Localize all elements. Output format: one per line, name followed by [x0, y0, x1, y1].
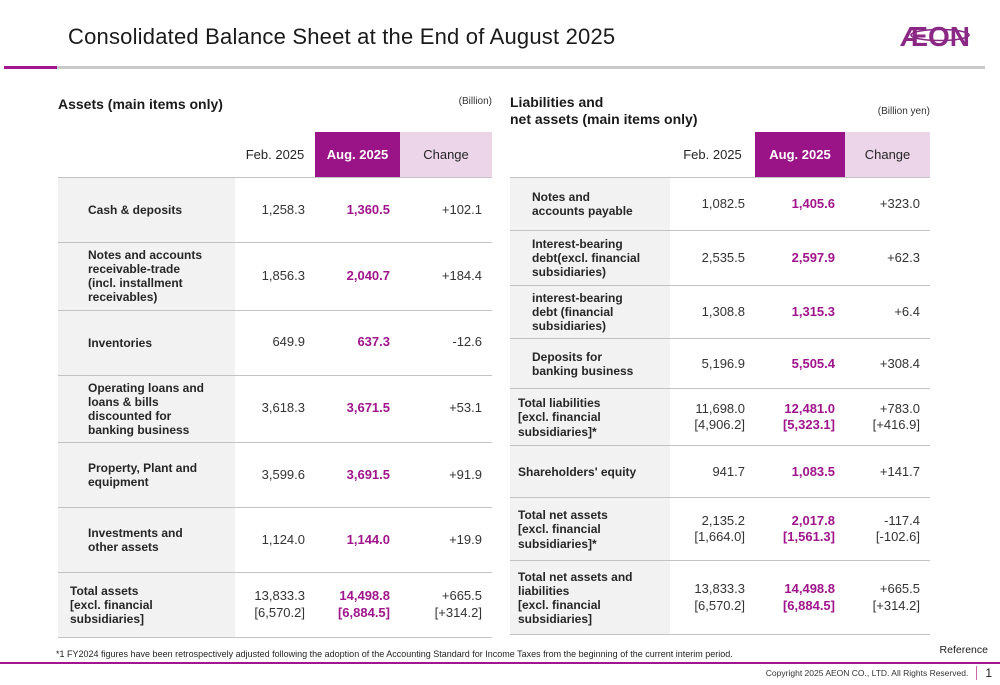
row-label: Cash & deposits [58, 178, 235, 243]
change-value: +19.9 [400, 508, 492, 574]
aug-value: 3,671.5 [315, 375, 400, 444]
feb-value: 11,698.0 [4,906.2] [670, 389, 755, 447]
liabilities-unit-label: (Billion yen) [877, 105, 930, 117]
title-divider [4, 66, 985, 69]
aug-value: 1,144.0 [315, 508, 400, 574]
change-value: +91.9 [400, 443, 492, 509]
aeon-logo-text: ÆON [900, 21, 970, 52]
feb-value: 3,618.3 [235, 375, 315, 444]
reference-label: Reference [939, 644, 988, 656]
page-title: Consolidated Balance Sheet at the End of… [68, 24, 616, 49]
feb-value: 2,535.5 [670, 231, 755, 286]
feb-value: 3,599.6 [235, 443, 315, 509]
assets-header-blank [58, 132, 235, 178]
liabilities-panel-header: Liabilities and net assets (main items o… [510, 90, 930, 132]
page-number-divider [976, 666, 978, 680]
change-value: +141.7 [845, 446, 930, 499]
liabilities-header-feb: Feb. 2025 [670, 132, 755, 178]
change-value: +62.3 [845, 231, 930, 286]
change-value: +184.4 [400, 243, 492, 311]
assets-table: Feb. 2025 Aug. 2025 Change Cash & deposi… [58, 132, 492, 639]
change-value: -12.6 [400, 310, 492, 376]
assets-unit-label: (Billion) [458, 96, 492, 107]
assets-header-change: Change [400, 132, 492, 178]
feb-value: 13,833.3 [6,570.2] [235, 573, 315, 639]
aeon-logo-icon: ÆON [900, 21, 970, 52]
feb-value: 1,082.5 [670, 178, 755, 231]
feb-value: 941.7 [670, 446, 755, 499]
title-divider-accent [4, 66, 57, 69]
aug-value: 2,597.9 [755, 231, 845, 286]
feb-value: 5,196.9 [670, 339, 755, 390]
liabilities-panel: Liabilities and net assets (main items o… [510, 90, 930, 636]
change-value: -117.4 [-102.6] [845, 498, 930, 562]
footnote: *1 FY2024 figures have been retrospectiv… [56, 649, 733, 659]
change-value: +323.0 [845, 178, 930, 231]
assets-table-title: Assets (main items only) [58, 96, 223, 112]
row-label: Interest-bearing debt(excl. financial su… [510, 231, 670, 286]
aug-value: 2,040.7 [315, 243, 400, 311]
logo-ellipse [910, 28, 970, 42]
row-label: Notes and accounts receivable-trade (inc… [58, 243, 235, 311]
row-label: Property, Plant and equipment [58, 443, 235, 509]
change-value: +308.4 [845, 339, 930, 390]
aug-value: 1,405.6 [755, 178, 845, 231]
assets-panel: Assets (main items only) (Billion) Feb. … [58, 96, 492, 639]
change-value: +783.0 [+416.9] [845, 389, 930, 447]
row-label: Total assets [excl. financial subsidiari… [58, 573, 235, 639]
feb-value: 1,856.3 [235, 243, 315, 311]
aug-value: 12,481.0 [5,323.1] [755, 389, 845, 447]
feb-value: 1,258.3 [235, 178, 315, 243]
aug-value: 3,691.5 [315, 443, 400, 509]
assets-header-aug: Aug. 2025 [315, 132, 400, 178]
aug-value: 1,083.5 [755, 446, 845, 499]
liabilities-table-title: Liabilities and net assets (main items o… [510, 93, 698, 128]
feb-value: 13,833.3 [6,570.2] [670, 561, 755, 636]
change-value: +53.1 [400, 375, 492, 444]
aug-value: 5,505.4 [755, 339, 845, 390]
copyright-bar: Copyright 2025 AEON CO., LTD. All Rights… [766, 666, 992, 680]
aug-value: 1,360.5 [315, 178, 400, 243]
liabilities-header-blank [510, 132, 670, 178]
aug-value: 14,498.8 [6,884.5] [315, 573, 400, 639]
row-label: Deposits for banking business [510, 339, 670, 390]
change-value: +665.5 [+314.2] [845, 561, 930, 636]
row-label: Shareholders' equity [510, 446, 670, 499]
aug-value: 14,498.8 [6,884.5] [755, 561, 845, 636]
footer-divider [0, 662, 1000, 664]
aug-value: 1,315.3 [755, 286, 845, 340]
row-label: Operating loans and loans & bills discou… [58, 375, 235, 444]
row-label: interest-bearing debt (financial subsidi… [510, 286, 670, 340]
feb-value: 1,308.8 [670, 286, 755, 340]
feb-value: 1,124.0 [235, 508, 315, 574]
change-value: +665.5 [+314.2] [400, 573, 492, 639]
assets-panel-header: Assets (main items only) (Billion) [58, 96, 492, 132]
row-label: Inventories [58, 310, 235, 376]
liabilities-table: Feb. 2025 Aug. 2025 Change Notes and acc… [510, 132, 930, 636]
row-label: Investments and other assets [58, 508, 235, 574]
liabilities-header-aug: Aug. 2025 [755, 132, 845, 178]
change-value: +6.4 [845, 286, 930, 340]
copyright-text: Copyright 2025 AEON CO., LTD. All Rights… [765, 668, 969, 678]
row-label: Total liabilities [excl. financial subsi… [510, 389, 670, 447]
aeon-logo: ÆON [898, 16, 988, 61]
row-label: Total net assets and liabilities [excl. … [510, 561, 670, 636]
aug-value: 637.3 [315, 310, 400, 376]
row-label: Total net assets [excl. financial subsid… [510, 498, 670, 562]
feb-value: 2,135.2 [1,664.0] [670, 498, 755, 562]
liabilities-header-change: Change [845, 132, 930, 178]
aug-value: 2,017.8 [1,561.3] [755, 498, 845, 562]
assets-header-feb: Feb. 2025 [235, 132, 315, 178]
feb-value: 649.9 [235, 310, 315, 376]
page-number: 1 [985, 666, 992, 680]
change-value: +102.1 [400, 178, 492, 243]
row-label: Notes and accounts payable [510, 178, 670, 231]
